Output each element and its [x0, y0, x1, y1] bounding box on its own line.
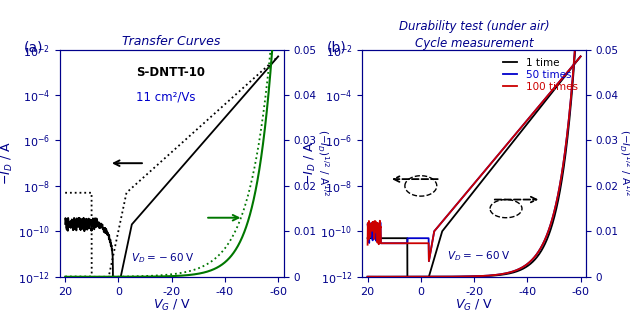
- Y-axis label: $(-I_D)^{1/2}$ / A$^{1/2}$: $(-I_D)^{1/2}$ / A$^{1/2}$: [315, 130, 330, 197]
- Text: 11 cm²/Vs: 11 cm²/Vs: [136, 91, 195, 103]
- X-axis label: $V_G$ / V: $V_G$ / V: [152, 298, 191, 313]
- 100 times: [493, 154, 501, 158]
- Title: Transfer Curves: Transfer Curves: [122, 36, 221, 48]
- 50 times: [488, 161, 495, 165]
- Text: $V_D = -60$ V: $V_D = -60$ V: [132, 252, 195, 266]
- 100 times: [577, 54, 585, 58]
- 50 times: [364, 223, 371, 227]
- 100 times: [488, 161, 495, 165]
- 50 times: [547, 90, 555, 93]
- Y-axis label: $(-I_D)^{1/2}$ / A$^{1/2}$: $(-I_D)^{1/2}$ / A$^{1/2}$: [617, 130, 630, 197]
- 100 times: [547, 90, 555, 93]
- 1 time: [377, 236, 384, 240]
- Legend: 1 time, 50 times, 100 times: 1 time, 50 times, 100 times: [500, 55, 581, 95]
- Line: 50 times: 50 times: [367, 56, 581, 261]
- Text: (b): (b): [326, 41, 347, 54]
- 1 time: [577, 54, 585, 58]
- 1 time: [364, 236, 371, 240]
- 100 times: [425, 259, 433, 263]
- 50 times: [377, 229, 384, 233]
- Line: 100 times: 100 times: [367, 56, 581, 261]
- 100 times: [364, 243, 371, 247]
- 100 times: [500, 147, 507, 150]
- 1 time: [493, 160, 501, 164]
- 100 times: [525, 116, 533, 119]
- Y-axis label: $-I_D$ / A: $-I_D$ / A: [0, 141, 15, 185]
- 50 times: [500, 147, 507, 150]
- 1 time: [500, 152, 507, 156]
- 50 times: [525, 116, 533, 119]
- 1 time: [547, 92, 555, 95]
- 50 times: [577, 54, 585, 58]
- Y-axis label: $-I_D$ / A: $-I_D$ / A: [302, 141, 318, 185]
- X-axis label: $V_G$ / V: $V_G$ / V: [455, 298, 493, 313]
- 50 times: [425, 259, 433, 263]
- Text: S-DNTT-10: S-DNTT-10: [136, 66, 205, 78]
- 50 times: [493, 154, 501, 158]
- Text: (a): (a): [24, 41, 43, 54]
- Title: Durability test (under air)
Cycle measurement: Durability test (under air) Cycle measur…: [399, 20, 549, 50]
- Text: $V_D = -60$ V: $V_D = -60$ V: [447, 249, 511, 263]
- 1 time: [488, 167, 495, 171]
- Line: 1 time: 1 time: [367, 56, 581, 320]
- 100 times: [377, 224, 384, 228]
- 1 time: [525, 119, 533, 123]
